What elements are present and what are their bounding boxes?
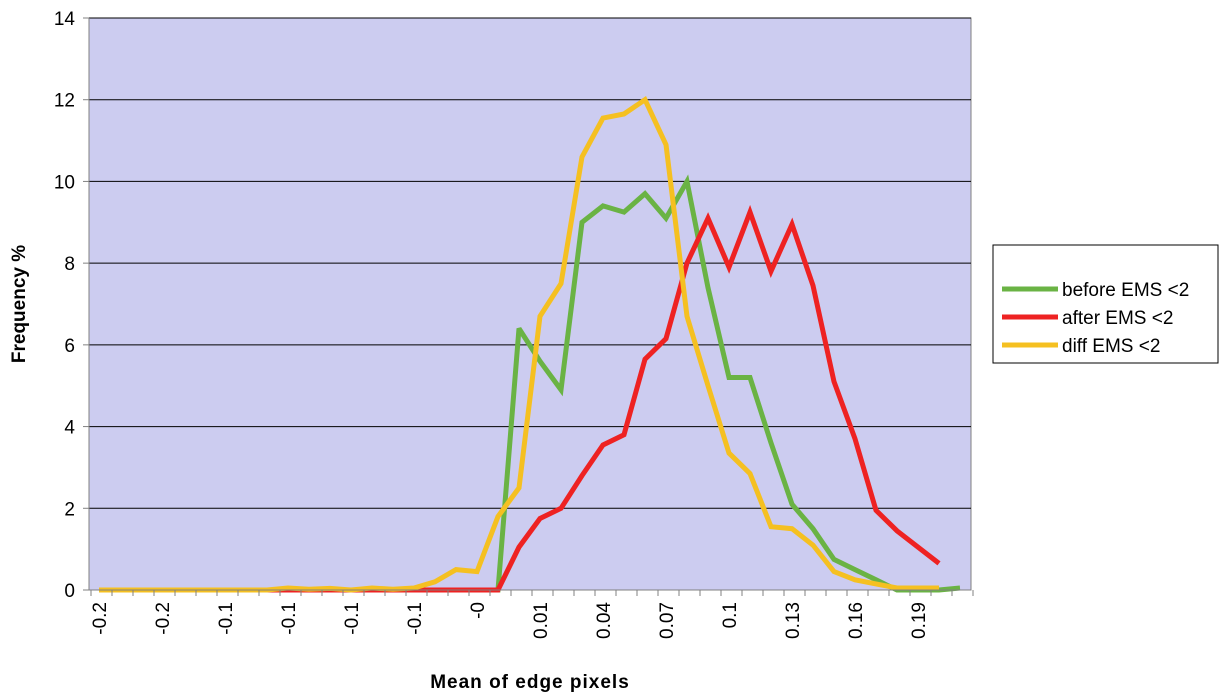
x-tick-label: 0.13	[783, 602, 804, 639]
legend-label-after: after EMS <2	[1062, 308, 1173, 329]
x-tick-label: -0.1	[279, 602, 300, 635]
y-tick-label: 6	[64, 336, 75, 357]
legend-label-diff: diff EMS <2	[1062, 336, 1160, 357]
y-tick-labels: 0 2 4 6 8 10 12 14	[54, 9, 76, 602]
x-tick-labels: -0.2 -0.2 -0.1 -0.1 -0.1 -0.1 -0 0.01 0.04 0.07 0.…	[90, 602, 930, 639]
y-tick-label: 2	[64, 499, 75, 520]
x-tick-label: -0.1	[342, 602, 363, 635]
x-tick-label: 0.1	[720, 602, 741, 628]
x-tick-label: 0.07	[657, 602, 678, 639]
x-tick-label: 0.16	[846, 602, 867, 639]
y-tick-label: 10	[54, 172, 75, 193]
legend: before EMS <2 after EMS <2 diff EMS <2	[992, 244, 1219, 364]
plot-area	[88, 17, 972, 591]
x-axis-title: Mean of edge pixels	[430, 672, 630, 693]
y-tick-label: 0	[64, 581, 75, 602]
x-tick-label: 0.01	[531, 602, 552, 639]
axes	[83, 17, 974, 596]
y-tick-label: 8	[64, 254, 75, 275]
x-tick-label: -0.2	[153, 602, 174, 635]
y-tick-label: 14	[54, 9, 76, 30]
x-tick-label: 0.04	[594, 602, 615, 639]
x-tick-label: 0.19	[909, 602, 930, 639]
y-tick-label: 12	[54, 91, 75, 112]
x-tick-label: -0.1	[405, 602, 426, 635]
x-tick-label: -0	[468, 602, 489, 619]
y-axis-title: Frequency %	[9, 245, 30, 363]
x-tick-label: -0.1	[216, 602, 237, 635]
legend-label-before: before EMS <2	[1062, 280, 1189, 301]
y-tick-label: 4	[64, 418, 75, 439]
x-tick-label: -0.2	[90, 602, 111, 635]
